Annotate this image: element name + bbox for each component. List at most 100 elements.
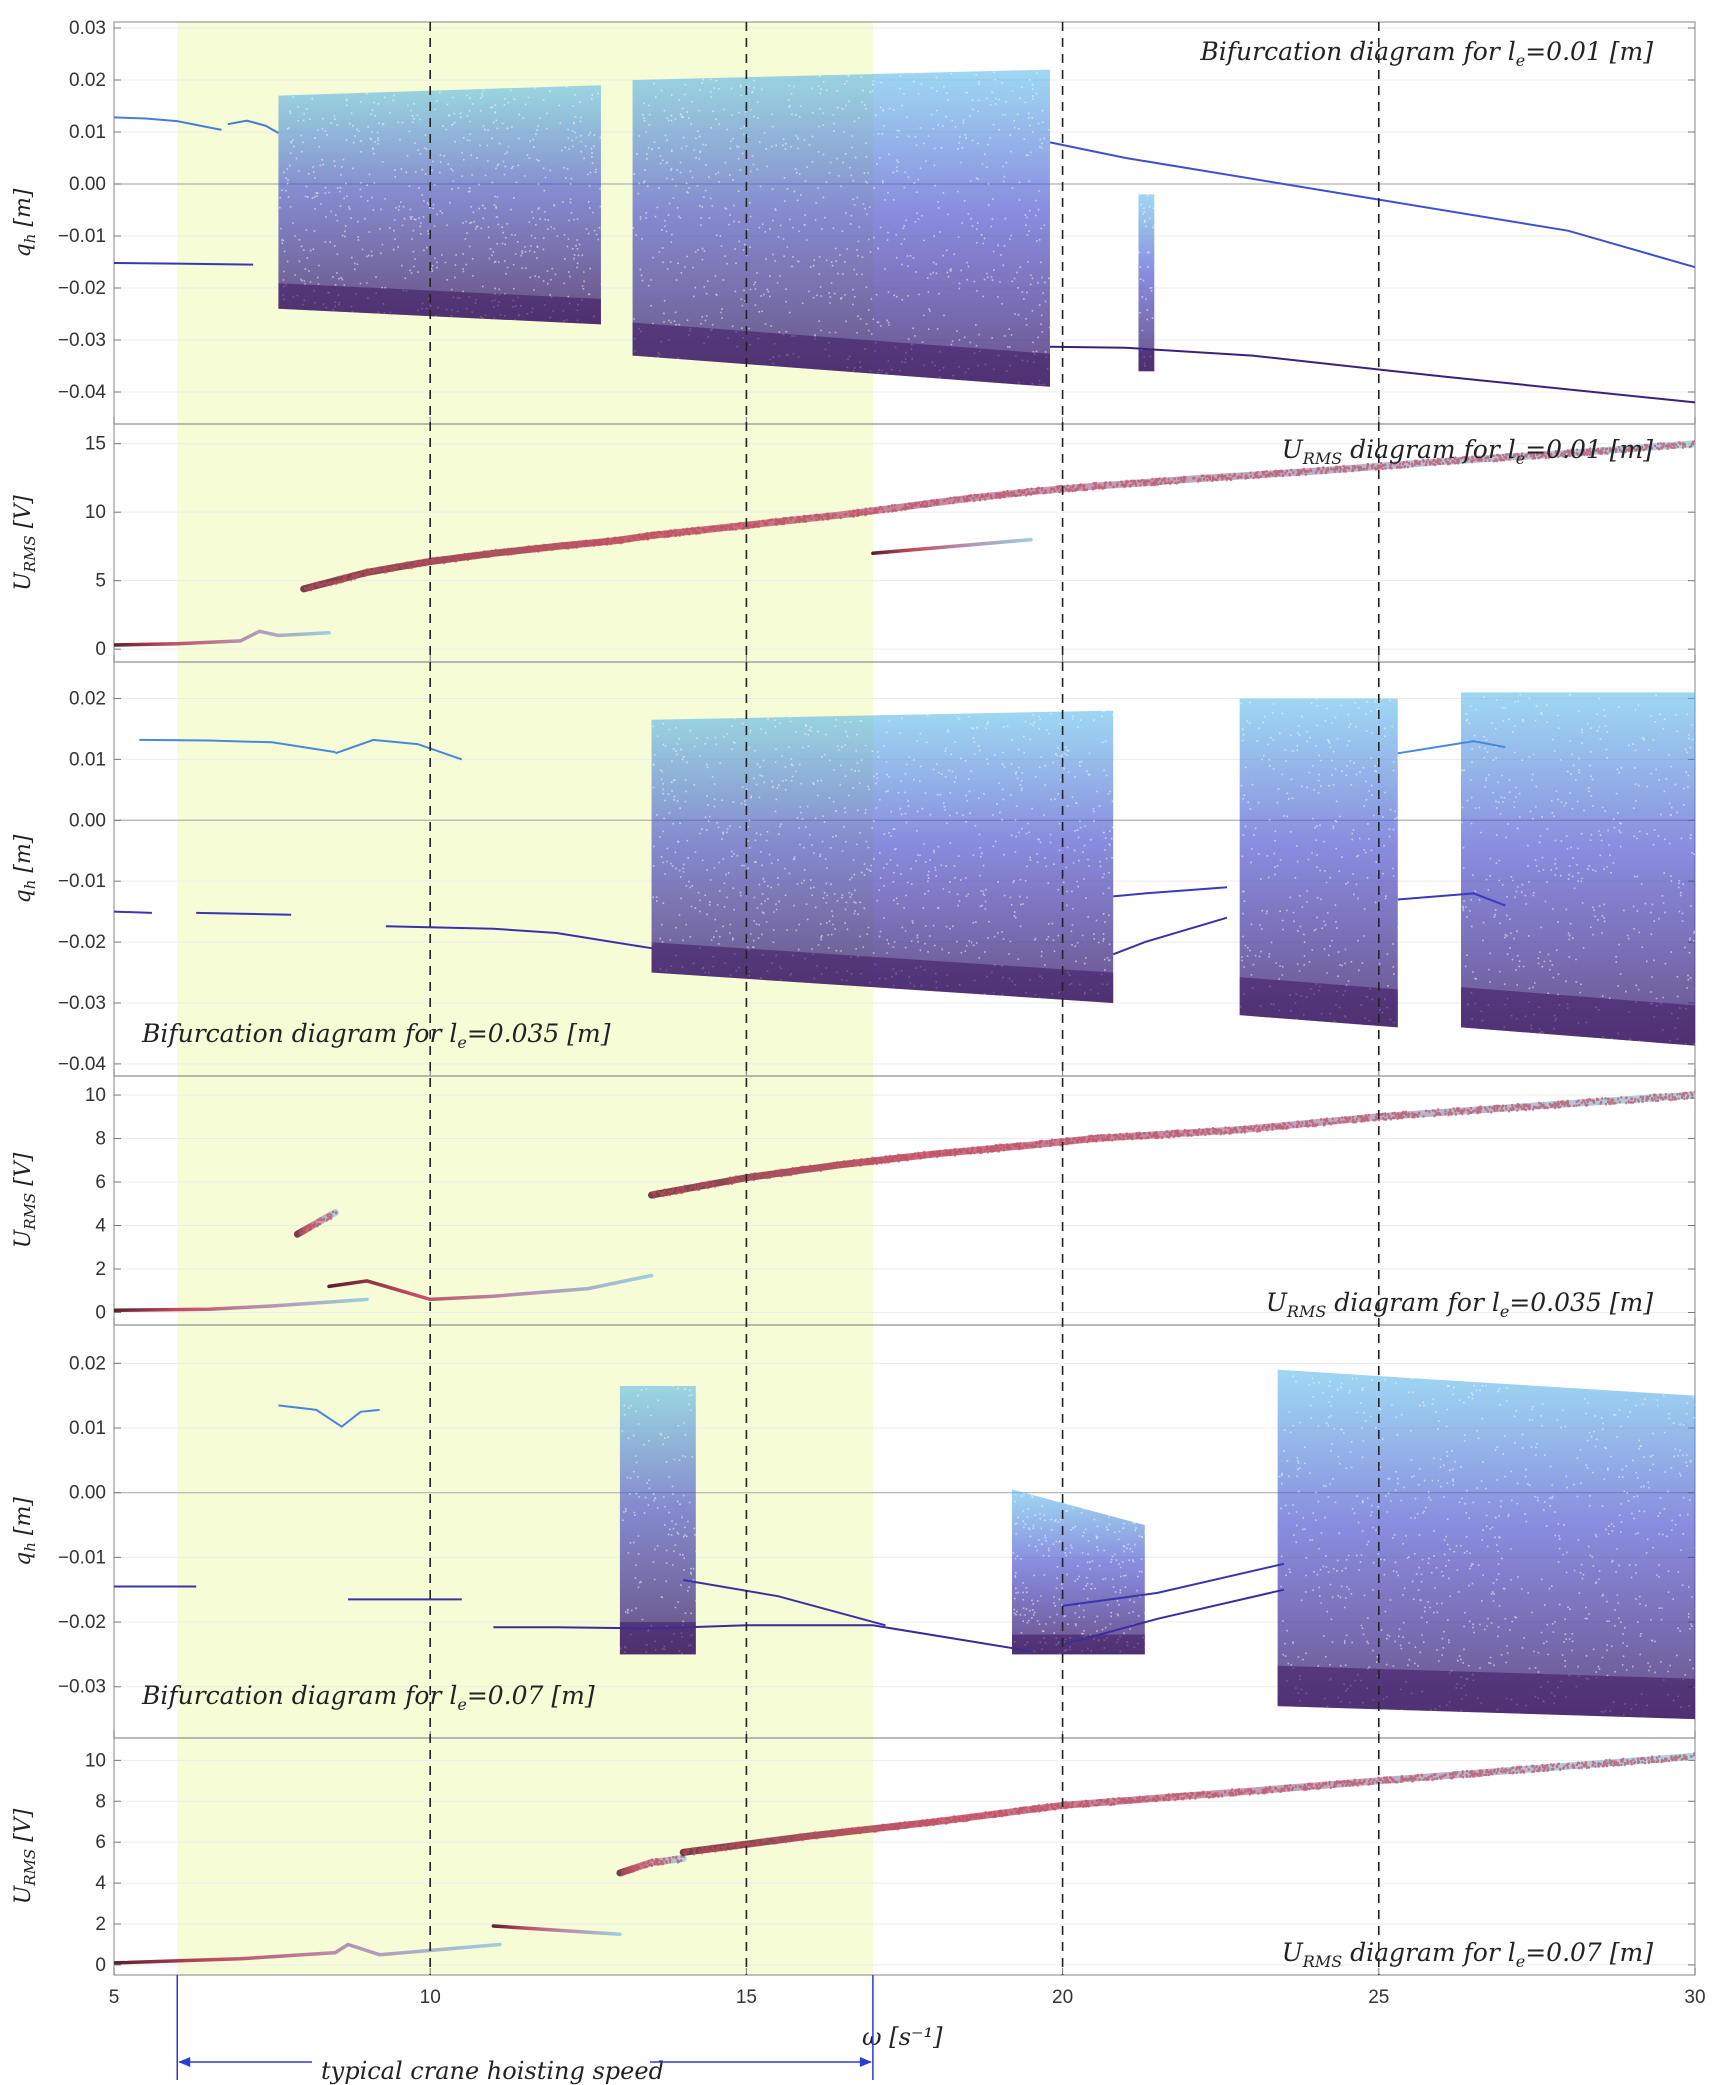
y-axis-label: URMS [V]	[11, 1808, 39, 1904]
urms-series-periodic-low	[114, 629, 331, 647]
urms-scatter-chaotic	[683, 1752, 1695, 1856]
periodic-branch	[493, 1624, 1032, 1653]
y-tick-label: 15	[85, 434, 106, 455]
y-tick-label: 4	[95, 1873, 106, 1894]
y-tick-label: −0.02	[58, 278, 106, 299]
y-tick-label: 0.01	[69, 1418, 106, 1439]
periodic-branch	[1049, 141, 1695, 269]
x-tick-label: 30	[1684, 1987, 1705, 2008]
y-tick-label: −0.01	[58, 1547, 106, 1568]
y-tick-label: −0.01	[58, 226, 106, 247]
panel-frame	[113, 1737, 1696, 1976]
periodic-branch	[114, 262, 254, 266]
panels-layer: −0.04 −0.03 −0.02 −0.01 0.00 0.01 0.02 0.03 qh […	[11, 18, 1696, 1976]
urms-series-periodic-low	[114, 1942, 502, 1965]
chaotic-region	[1461, 692, 1695, 1046]
panel-title: Bifurcation diagram for le=0.07 [m]	[141, 1681, 595, 1714]
panel-urms-0035: 0 2 4 6 8 10 URMS [V] URMS diagram for le=0.035…	[11, 1075, 1696, 1326]
periodic-branch	[1112, 916, 1228, 956]
y-tick-label: −0.02	[58, 1612, 106, 1633]
y-tick-label: 6	[95, 1832, 106, 1853]
y-tick-label: 0	[95, 1955, 106, 1976]
periodic-branch	[1397, 740, 1506, 755]
y-tick-label: −0.02	[58, 932, 106, 953]
y-tick-label: 6	[95, 1172, 106, 1193]
chaotic-region	[278, 85, 601, 325]
y-tick-label: 10	[85, 502, 106, 523]
chaotic-region	[1277, 1369, 1695, 1720]
panel-bif-001: −0.04 −0.03 −0.02 −0.01 0.00 0.01 0.02 0.03 qh […	[11, 18, 1696, 425]
chaotic-dense-edge	[632, 322, 1050, 387]
y-tick-label: 5	[95, 571, 106, 592]
urms-scatter-chaotic	[304, 439, 1695, 592]
panel-title: URMS diagram for le=0.01 [m]	[1282, 435, 1654, 468]
y-tick-label: −0.03	[58, 1677, 106, 1698]
x-axis-label: ω [s⁻¹]	[862, 2023, 943, 2051]
arrow-head-right	[859, 2057, 872, 2067]
chaotic-dense-edge	[1461, 987, 1695, 1046]
y-tick-label: 0.03	[69, 18, 106, 39]
y-tick-label: 0.01	[69, 749, 106, 770]
reference-lines-layer	[429, 22, 1380, 1975]
y-tick-label: 10	[85, 1750, 106, 1771]
chaotic-dense-edge	[651, 942, 1114, 1003]
y-tick-label: 0.02	[69, 688, 106, 709]
panel-data	[114, 692, 1695, 1046]
y-tick-label: −0.03	[58, 993, 106, 1014]
panel-urms-007: 0 2 4 6 8 10 URMS [V] URMS diagram for le=0.07 …	[11, 1737, 1696, 1976]
y-tick-label: 0.01	[69, 122, 106, 143]
y-tick-label: 10	[85, 1085, 106, 1106]
chaotic-region	[1138, 194, 1155, 372]
y-tick-label: −0.04	[58, 1054, 107, 1075]
x-tick-label: 10	[420, 1987, 441, 2008]
chaotic-region	[651, 710, 1114, 1003]
panel-title: URMS diagram for le=0.035 [m]	[1266, 1288, 1653, 1321]
periodic-branch	[385, 925, 652, 950]
periodic-branch	[227, 119, 279, 134]
x-tick-label: 5	[109, 1987, 120, 2008]
periodic-branch	[683, 1579, 886, 1627]
periodic-branch	[196, 911, 292, 916]
y-tick-label: −0.03	[58, 330, 106, 351]
chaotic-region	[632, 69, 1050, 387]
y-axis-label: qh [m]	[11, 834, 39, 903]
chaotic-dense-edge	[1239, 977, 1398, 1028]
y-tick-label: 8	[95, 1129, 106, 1150]
urms-series-periodic-low	[114, 1297, 369, 1313]
urms-series-periodic-mid	[491, 1924, 622, 1936]
y-tick-label: 4	[95, 1216, 106, 1237]
periodic-branch	[114, 910, 152, 914]
urms-scatter-chaotic	[651, 1090, 1695, 1199]
panel-title: Bifurcation diagram for le=0.01 [m]	[1199, 37, 1653, 70]
periodic-branch	[278, 1404, 380, 1428]
urms-scatter-isolated	[298, 1210, 338, 1235]
periodic-branch	[1062, 1562, 1285, 1607]
chaotic-speckle	[1138, 194, 1156, 367]
chaotic-dense-edge	[278, 283, 601, 325]
y-tick-label: −0.04	[58, 382, 107, 403]
annotation-layer: ω [s⁻¹] typical crane hoisting speed	[176, 1975, 943, 2085]
y-axis-label: URMS [V]	[11, 495, 39, 591]
panel-bif-0035: −0.04 −0.03 −0.02 −0.01 0.00 0.01 0.02 qh [m] Bi…	[11, 661, 1696, 1077]
y-tick-label: 0.00	[69, 1483, 106, 1504]
x-axis-layer: 5 10 15 20 25 30	[109, 1987, 1706, 2008]
chaotic-speckle	[652, 710, 1115, 999]
y-tick-label: 2	[95, 1259, 106, 1280]
chaotic-speckle	[1461, 693, 1695, 1045]
chaotic-dense-edge	[1138, 349, 1155, 372]
chaotic-region	[1239, 698, 1398, 1028]
periodic-branch	[114, 116, 222, 131]
y-tick-label: 8	[95, 1791, 106, 1812]
x-tick-label: 20	[1052, 1987, 1073, 2008]
panel-data	[114, 1752, 1695, 1965]
panel-bif-007: −0.03 −0.02 −0.01 0.00 0.01 0.02 qh [m] Bifurca…	[11, 1324, 1696, 1739]
urms-series-branch-b	[871, 537, 1033, 556]
y-axis-label: qh [m]	[11, 1497, 39, 1566]
panel-data	[114, 1090, 1695, 1313]
periodic-branch	[1113, 886, 1228, 898]
urms-series-periodic-mid	[327, 1273, 654, 1302]
y-tick-label: 0	[95, 1302, 106, 1323]
chaotic-dense-edge	[1012, 1634, 1145, 1655]
chaotic-region	[1012, 1489, 1145, 1655]
periodic-branch	[1049, 345, 1695, 404]
